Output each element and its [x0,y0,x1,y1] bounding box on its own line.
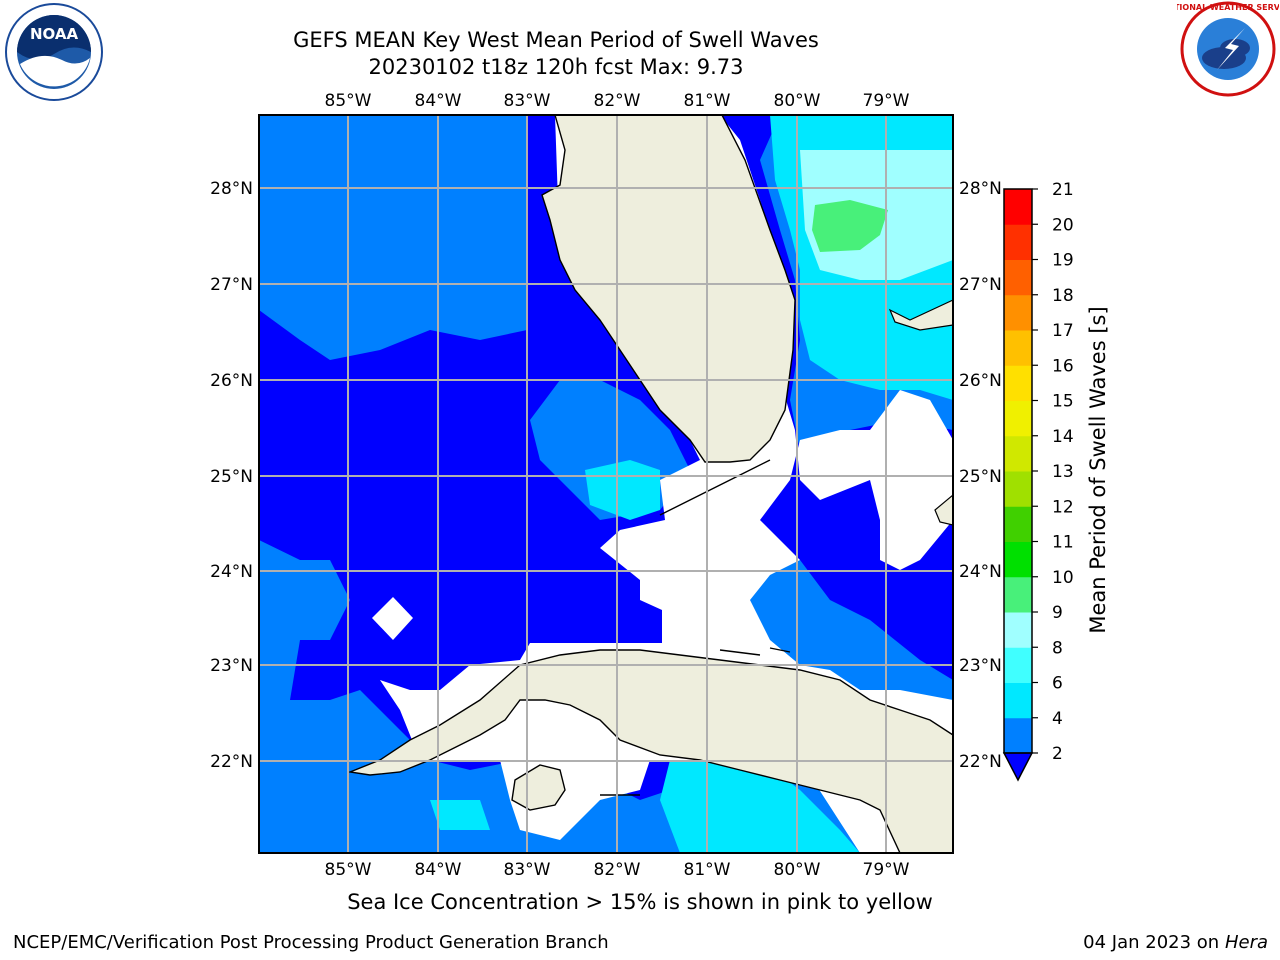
map-gridlines [259,115,953,853]
colorbar-tick-label: 6 [1052,674,1063,694]
colorbar-segment [1004,400,1032,437]
lat-tick-label: 27°N [959,275,1002,295]
colorbar-tick-label: 4 [1052,709,1063,729]
lat-tick-label: 23°N [959,656,1002,676]
lon-tick-label: 84°W [415,860,462,880]
colorbar-segment [1004,717,1032,754]
noaa-logo-text: NOAA [30,25,79,43]
lon-tick-label: 80°W [774,860,821,880]
lat-tick-label: 24°N [959,562,1002,582]
colorbar-segment [1004,189,1032,225]
colorbar-segment [1004,259,1032,296]
footer-date-text: 04 Jan 2023 on [1083,932,1220,953]
lon-tick-label: 81°W [684,91,731,111]
colorbar: 2 4 6 8 9 10 11 12 13 14 15 16 17 18 19 20 21 [1002,180,1074,782]
no-data-mask-gulf [372,597,413,640]
chart-title: GEFS MEAN Key West Mean Period of Swell … [293,28,819,52]
colorbar-tick-label: 10 [1052,568,1074,588]
lon-tick-label: 84°W [415,91,462,111]
chart-subtitle: 20230102 t18z 120h fcst Max: 9.73 [368,55,744,79]
colorbar-segment [1004,224,1032,260]
lon-labels-top: 85°W 84°W 83°W 82°W 81°W 80°W 79°W [325,91,910,111]
colorbar-tick-label: 8 [1052,638,1063,658]
lat-tick-label: 23°N [210,656,253,676]
lon-labels-bottom: 85°W 84°W 83°W 82°W 81°W 80°W 79°W [325,860,910,880]
lat-labels-left: 28°N 27°N 26°N 25°N 24°N 23°N 22°N [210,179,253,772]
colorbar-tick-label: 21 [1052,180,1074,200]
colorbar-tick-label: 2 [1052,744,1063,764]
colorbar-segment [1004,471,1032,507]
footer-host: Hera [1224,932,1268,953]
colorbar-segment [1004,647,1032,683]
lon-tick-label: 82°W [594,860,641,880]
lat-tick-label: 24°N [210,562,253,582]
lat-tick-label: 22°N [210,752,253,772]
colorbar-segment [1004,506,1032,542]
lat-tick-label: 26°N [959,371,1002,391]
florida-land [541,115,796,463]
colorbar-segment [1004,682,1032,719]
swell-contour-9-10 [812,200,888,252]
colorbar-tick-label: 18 [1052,286,1074,306]
national-weather-service-logo: NATIONAL WEATHER SERVICE [1177,1,1279,97]
cuba-land [347,649,953,853]
colorbar-tick-label: 13 [1052,462,1074,482]
footer-credit: NCEP/EMC/Verification Post Processing Pr… [13,932,609,953]
lon-tick-label: 83°W [504,91,551,111]
lon-tick-label: 83°W [504,860,551,880]
bahamas-land [888,299,953,331]
colorbar-tick-label: 19 [1052,251,1074,271]
swell-contour-4-6-north [259,115,527,360]
andros-land [934,494,953,526]
swell-contour-6-8-sw [430,800,490,830]
colorbar-extend-arrow [1002,752,1034,782]
colorbar-label: Mean Period of Swell Waves [s] [1086,306,1110,633]
swell-contour-6-8-caribbean [660,760,860,853]
lat-tick-label: 22°N [959,752,1002,772]
colorbar-segment [1004,576,1032,613]
colorbar-segment [1004,541,1032,578]
map-frame [258,114,954,854]
colorbar-tick-label: 12 [1052,497,1074,517]
colorbar-tick-label: 14 [1052,427,1074,447]
footer-date: 04 Jan 2023 on Hera [1083,932,1268,953]
map-area [259,115,953,853]
lon-tick-label: 81°W [684,860,731,880]
colorbar-tick-label: 16 [1052,356,1074,376]
colorbar-tick-label: 15 [1052,392,1074,412]
colorbar-segment [1004,612,1032,648]
colorbar-tick-label: 17 [1052,321,1074,341]
lon-tick-label: 85°W [325,860,372,880]
noaa-logo: NOAA [5,3,103,101]
nws-logo-text: NATIONAL WEATHER SERVICE [1177,3,1279,12]
isla-juventud-land [511,764,566,811]
lat-tick-label: 25°N [959,467,1002,487]
colorbar-segment [1004,294,1032,331]
lat-tick-label: 26°N [210,371,253,391]
lon-tick-label: 79°W [863,91,910,111]
lon-tick-label: 82°W [594,91,641,111]
lon-tick-label: 85°W [325,91,372,111]
cuba-keys-coast [600,647,791,796]
lon-tick-label: 80°W [774,91,821,111]
colorbar-tick-label: 20 [1052,215,1074,235]
lat-tick-label: 28°N [959,179,1002,199]
florida-keys-coast [659,459,771,516]
colorbar-segment [1004,435,1032,472]
colorbar-segment [1004,365,1032,401]
sea-ice-caption: Sea Ice Concentration > 15% is shown in … [347,890,933,914]
lat-labels-right: 28°N 27°N 26°N 25°N 24°N 23°N 22°N [959,179,1002,772]
lat-tick-label: 27°N [210,275,253,295]
lat-tick-label: 28°N [210,179,253,199]
colorbar-tick-label: 11 [1052,533,1074,553]
colorbar-tick-label: 9 [1052,603,1063,623]
lat-tick-label: 25°N [210,467,253,487]
lon-tick-label: 79°W [863,860,910,880]
colorbar-segment [1004,330,1032,366]
